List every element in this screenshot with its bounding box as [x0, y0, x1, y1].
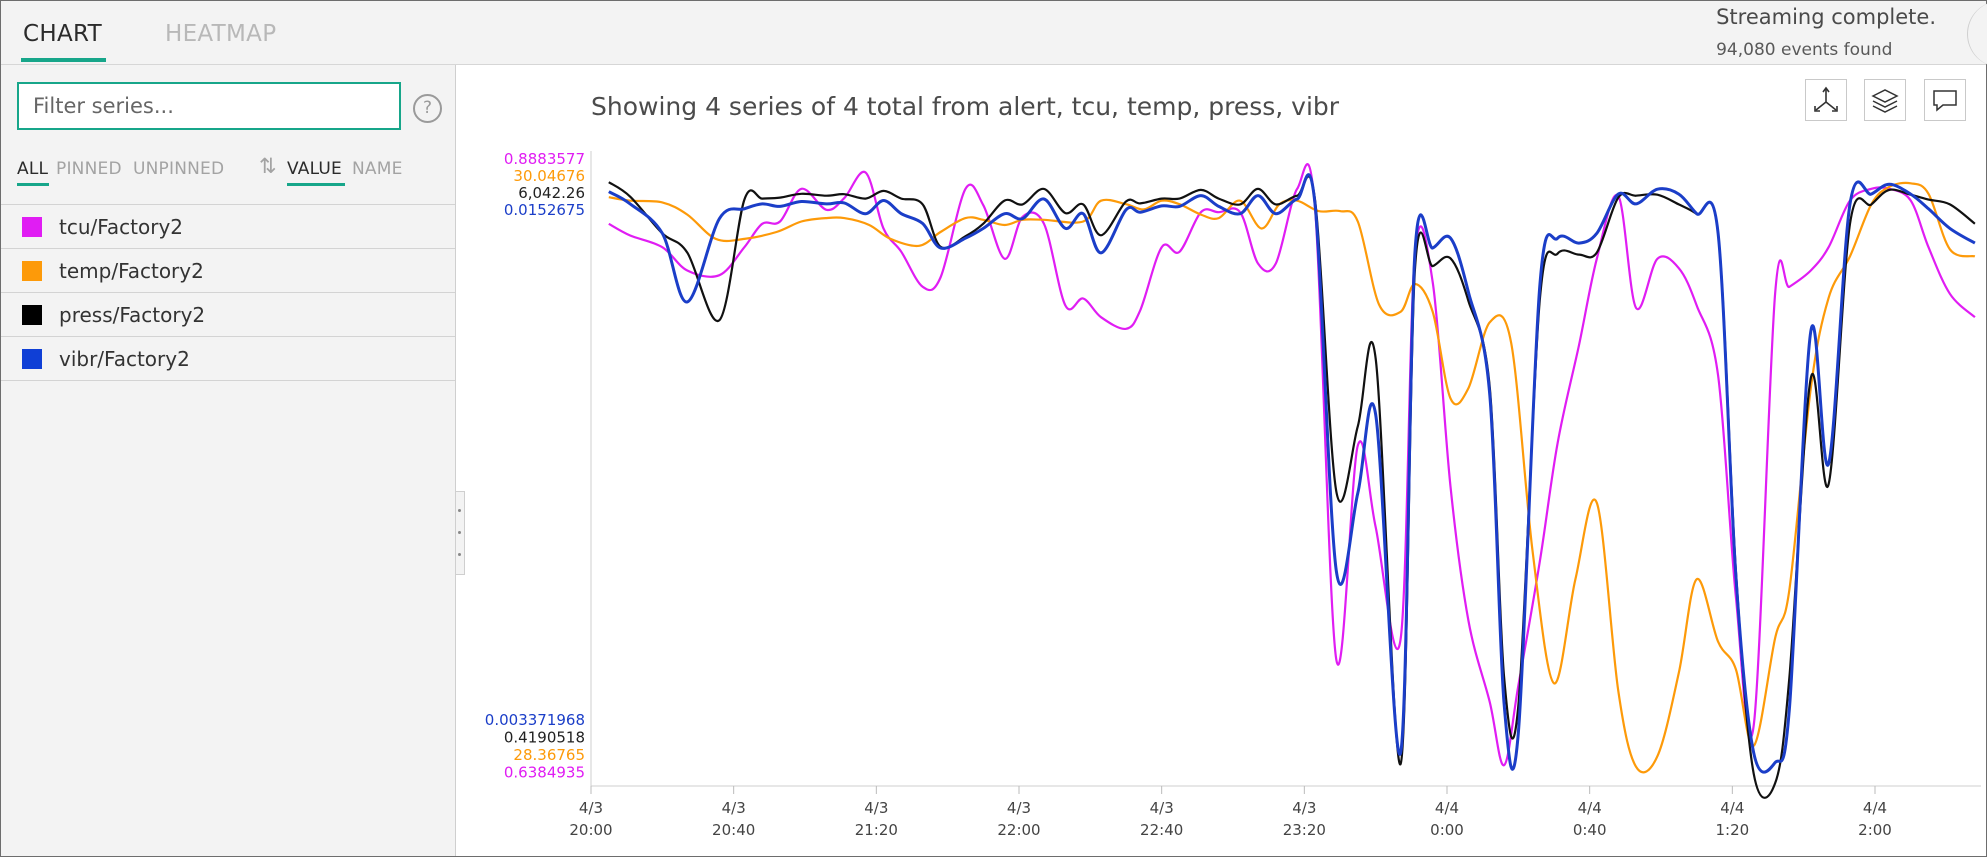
x-tick-time-label: 20:00	[569, 821, 612, 839]
x-tick-time-label: 0:00	[1430, 821, 1464, 839]
filter-unpinned[interactable]: UNPINNED	[133, 159, 225, 179]
tab-chart-active-indicator	[21, 58, 106, 62]
x-tick-time-label: 0:40	[1573, 821, 1607, 839]
sort-value-active-indicator	[287, 183, 345, 186]
status-panel: Streaming complete. 94,080 events found	[1716, 5, 1936, 60]
x-tick-time-label: 23:20	[1283, 821, 1326, 839]
series-sidebar: ? ALL PINNED UNPINNED ⇅ VALUE NAME tcu/F…	[1, 65, 456, 856]
chart-series	[608, 163, 1976, 799]
sort-direction-icon[interactable]: ⇅	[259, 154, 277, 178]
x-tick-date-label: 4/4	[1863, 799, 1887, 817]
series-item-tcu[interactable]: tcu/Factory2	[1, 205, 455, 249]
x-tick-time-label: 2:00	[1858, 821, 1892, 839]
top-tab-bar: CHART HEATMAP Streaming complete. 94,080…	[1, 1, 1987, 67]
y-axis-max-label: 30.04676	[513, 167, 585, 185]
filter-pinned[interactable]: PINNED	[56, 159, 122, 179]
x-tick-date-label: 4/3	[864, 799, 888, 817]
x-tick-time-label: 20:40	[712, 821, 755, 839]
filter-all-active-indicator	[17, 183, 49, 186]
sort-by-name[interactable]: NAME	[352, 159, 403, 179]
series-label: vibr/Factory2	[59, 347, 190, 371]
series-line-tcu[interactable]	[608, 163, 1976, 767]
series-item-press[interactable]: press/Factory2	[1, 293, 455, 337]
x-tick-date-label: 4/3	[1150, 799, 1174, 817]
comment-button[interactable]	[1924, 79, 1966, 121]
chart-axes	[590, 151, 1981, 787]
series-color-swatch	[22, 349, 42, 369]
x-tick-date-label: 4/3	[1292, 799, 1316, 817]
series-item-temp[interactable]: temp/Factory2	[1, 249, 455, 293]
x-tick-date-label: 4/3	[722, 799, 746, 817]
x-tick-time-label: 22:40	[1140, 821, 1183, 839]
filter-all[interactable]: ALL	[17, 159, 49, 179]
series-line-vibr[interactable]	[608, 173, 1976, 774]
y-axis-min-label: 0.003371968	[485, 711, 585, 729]
series-list: tcu/Factory2 temp/Factory2 press/Factory…	[1, 204, 455, 381]
y-axis-max-label: 0.0152675	[504, 201, 585, 219]
series-line-temp[interactable]	[608, 181, 1976, 774]
axis-icon	[1814, 86, 1838, 112]
status-message: Streaming complete.	[1716, 5, 1936, 29]
comment-icon	[1933, 90, 1957, 112]
tab-heatmap[interactable]: HEATMAP	[165, 21, 277, 47]
y-axis-min-label: 0.4190518	[504, 729, 585, 747]
x-tick-date-label: 4/4	[1720, 799, 1744, 817]
series-label: press/Factory2	[59, 303, 206, 327]
tab-chart[interactable]: CHART	[23, 21, 102, 47]
panel-toggle-curve[interactable]	[1967, 1, 1987, 67]
layers-button[interactable]	[1864, 79, 1906, 121]
y-axis-min-label: 28.36765	[513, 746, 585, 764]
series-item-vibr[interactable]: vibr/Factory2	[1, 337, 455, 381]
handle-dot	[458, 509, 461, 512]
series-color-swatch	[22, 261, 42, 281]
help-icon[interactable]: ?	[413, 94, 442, 123]
x-tick-date-label: 4/4	[1435, 799, 1459, 817]
x-tick-date-label: 4/3	[1007, 799, 1031, 817]
x-tick-date-label: 4/4	[1578, 799, 1602, 817]
x-tick-date-label: 4/3	[579, 799, 603, 817]
sort-by-value[interactable]: VALUE	[287, 159, 342, 179]
series-color-swatch	[22, 217, 42, 237]
events-count: 94,080 events found	[1716, 40, 1893, 60]
series-color-swatch	[22, 305, 42, 325]
handle-dot	[458, 531, 461, 534]
series-label: tcu/Factory2	[59, 215, 184, 239]
x-tick-time-label: 1:20	[1715, 821, 1749, 839]
series-label: temp/Factory2	[59, 259, 204, 283]
chart-title: Showing 4 series of 4 total from alert, …	[591, 92, 1340, 121]
filter-series-input[interactable]	[17, 82, 401, 130]
y-axis-max-label: 0.8883577	[504, 150, 585, 168]
handle-dot	[458, 553, 461, 556]
x-tick-time-label: 22:00	[997, 821, 1040, 839]
axis-toggle-button[interactable]	[1805, 79, 1847, 121]
series-line-press[interactable]	[608, 175, 1976, 799]
x-tick-time-label: 21:20	[855, 821, 898, 839]
y-axis-max-label: 6,042.26	[518, 184, 585, 202]
sidebar-resize-handle[interactable]	[456, 491, 465, 575]
y-axis-min-label: 0.6384935	[504, 764, 585, 782]
layers-icon	[1871, 89, 1899, 113]
